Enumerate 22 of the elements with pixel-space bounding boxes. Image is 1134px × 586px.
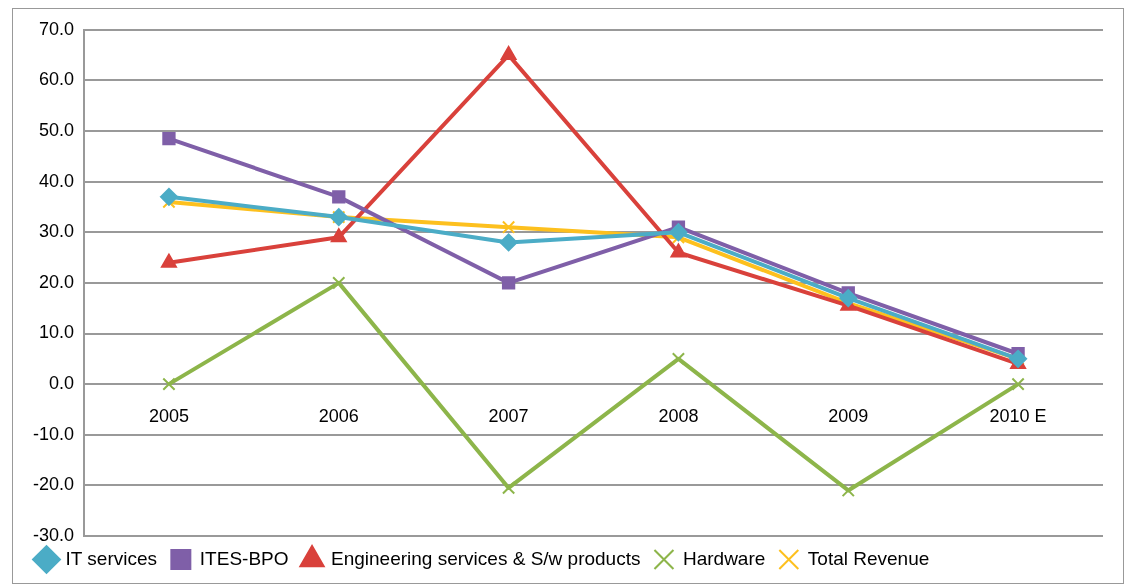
x-tick-label: 2009	[828, 405, 869, 426]
x-tick-label: 2008	[658, 405, 699, 426]
y-tick-label: 50.0	[38, 120, 75, 141]
x-tick-label: 2007	[488, 405, 529, 426]
y-tick-label: 40.0	[38, 170, 75, 191]
y-tick-label: -10.0	[33, 423, 75, 444]
y-tick-label: 70.0	[38, 18, 75, 39]
legend-label: Engineering services & S/w products	[331, 547, 641, 569]
y-tick-label: -30.0	[33, 524, 75, 545]
legend-label: ITES-BPO	[199, 547, 289, 569]
x-tick-label: 2010 E	[989, 405, 1047, 426]
legend-label: IT services	[65, 547, 158, 569]
legend-label: Total Revenue	[807, 547, 930, 569]
y-tick-label: 30.0	[38, 221, 75, 242]
y-tick-label: 0.0	[49, 373, 75, 394]
y-tick-label: 60.0	[38, 69, 75, 90]
y-tick-label: 10.0	[38, 322, 75, 343]
legend-label: Hardware	[682, 547, 766, 569]
x-tick-label: 2005	[148, 405, 189, 426]
y-tick-label: 20.0	[38, 271, 75, 292]
y-tick-label: -20.0	[33, 474, 75, 495]
x-tick-label: 2006	[318, 405, 359, 426]
